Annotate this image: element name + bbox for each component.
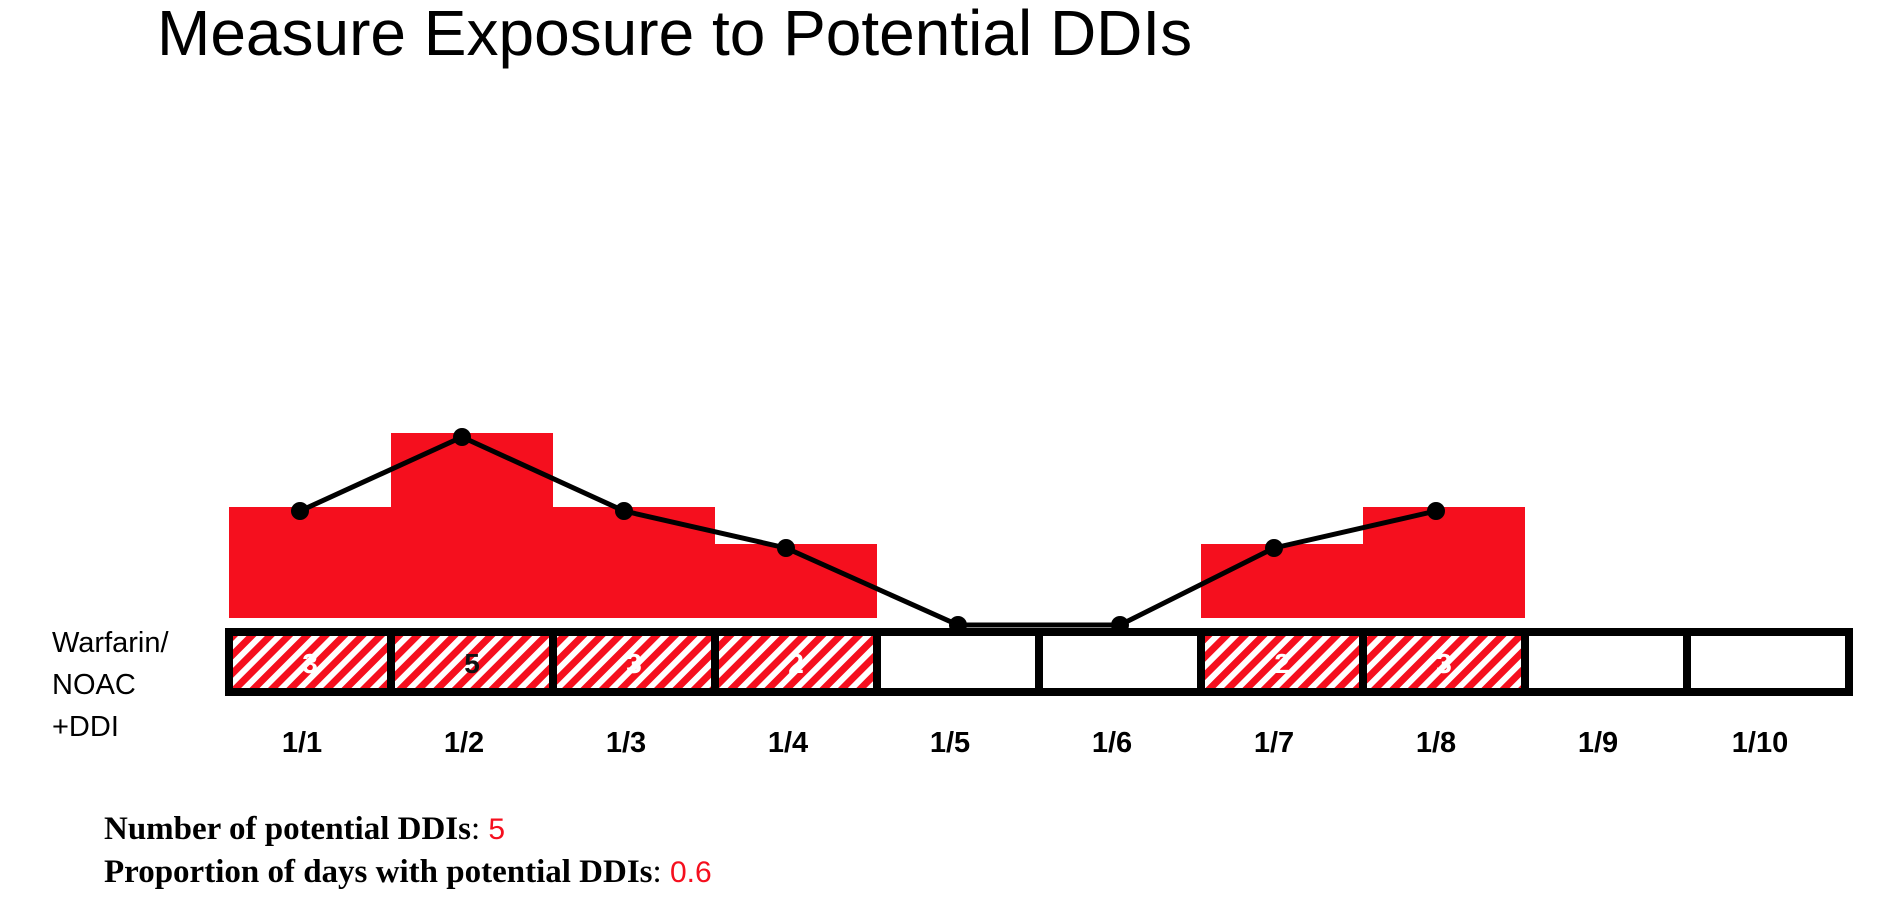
day-label-1/5: 1/5 [930,727,970,759]
bar-1/1 [229,507,391,618]
bar-1/7 [1201,544,1363,618]
day-label-1/3: 1/3 [606,727,646,759]
trend-point-1/8 [1427,502,1445,520]
page-title: Measure Exposure to Potential DDIs [157,0,1193,69]
day-cell-1/5 [873,628,1043,696]
day-cell-1/6 [1035,628,1205,696]
day-label-1/7: 1/7 [1254,727,1294,759]
ddi-count-value: 5 [488,813,506,846]
day-label-1/1: 1/1 [282,727,322,759]
day-label-1/2: 1/2 [444,727,484,759]
day-cell-1/9 [1521,628,1691,696]
row-label: Warfarin/ NOAC +DDI [52,622,169,748]
ddi-count-label: Number of potential DDIs [104,811,471,847]
ddi-proportion-row: Proportion of days with potential DDIs: … [104,854,712,890]
row-label-line-1: Warfarin/ [52,627,169,659]
day-cell-count-1/4: 2 [788,648,804,679]
trend-point-1/1 [291,502,309,520]
trend-point-1/4 [777,539,795,557]
ddi-proportion-value: 0.6 [669,856,712,889]
bars-layer [229,433,1525,618]
trend-point-1/6 [1111,616,1129,634]
bar-1/4 [715,544,877,618]
trend-line-layer [291,428,1445,634]
day-cell-1/4 [711,628,881,696]
day-label-1/4: 1/4 [768,727,808,759]
day-label-1/10: 1/10 [1732,727,1788,759]
day-cell-1/8 [1359,628,1529,696]
ddi-proportion-label: Proportion of days with potential DDIs [104,854,653,890]
day-cell-1/10 [1683,628,1853,696]
day-label-1/9: 1/9 [1578,727,1618,759]
day-cell-count-1/7: 2 [1274,648,1290,679]
bar-1/3 [553,507,715,618]
ddi-count-row: Number of potential DDIs: 5 [104,811,506,847]
ddi-exposure-chart: 3 5 3 2 2 3 1/1 1/2 1/3 1/4 1/5 1/6 1/7 1/8 1/9 1/10 [225,428,1853,759]
day-cell-count-1/3: 3 [626,648,642,679]
day-cell-count-1/2: 5 [464,648,480,679]
row-label-line-3: +DDI [52,711,119,743]
day-label-1/8: 1/8 [1416,727,1456,759]
day-cell-count-1/1: 3 [302,648,318,679]
trend-point-1/2 [453,428,471,446]
day-labels-layer: 1/1 1/2 1/3 1/4 1/5 1/6 1/7 1/8 1/9 1/10 [282,727,1788,759]
trend-line [298,434,1437,628]
bar-1/8 [1363,507,1525,618]
day-cells-layer: 3 5 3 2 2 3 [225,628,1853,696]
trend-point-1/5 [949,616,967,634]
trend-point-1/3 [615,502,633,520]
day-label-1/6: 1/6 [1092,727,1132,759]
stats-block: Number of potential DDIs: 5 Proportion o… [104,808,712,894]
trend-point-1/7 [1265,539,1283,557]
day-cell-count-1/8: 3 [1436,648,1452,679]
day-cell-1/7 [1197,628,1367,696]
row-label-line-2: NOAC [52,669,136,701]
